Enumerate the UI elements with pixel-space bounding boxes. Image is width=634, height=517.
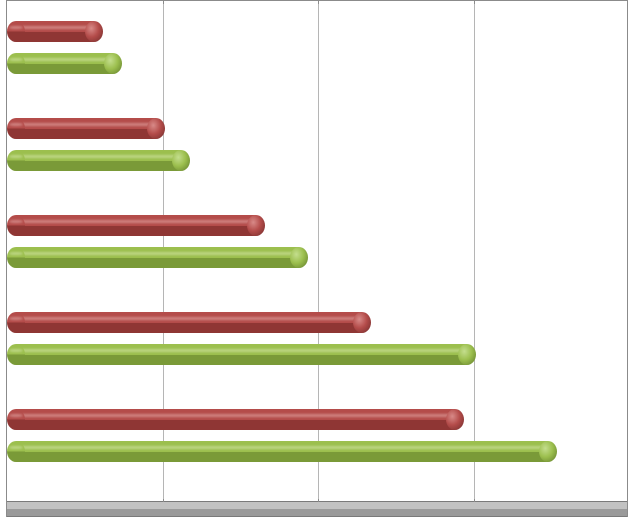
bar-cat-3-series-a: [16, 215, 256, 236]
bar-group-cat-4: [7, 312, 627, 365]
bar-cat-2-series-a: [16, 118, 156, 139]
bar-group-cat-2: [7, 118, 627, 171]
bar-cat-5-series-a: [16, 409, 455, 430]
plot-area: [6, 0, 628, 517]
chart-floor: [7, 501, 627, 517]
bar-group-cat-1: [7, 21, 627, 74]
bar-cat-4-series-a: [16, 312, 362, 333]
bar-group-cat-5: [7, 409, 627, 462]
bar-group-cat-3: [7, 215, 627, 268]
bar-cat-1-series-b: [16, 53, 113, 74]
bar-cat-2-series-b: [16, 150, 181, 171]
bar-cat-1-series-a: [16, 21, 94, 42]
chart-container: [6, 0, 628, 517]
bar-cat-3-series-b: [16, 247, 299, 268]
bar-cat-5-series-b: [16, 441, 548, 462]
bar-cat-4-series-b: [16, 344, 467, 365]
